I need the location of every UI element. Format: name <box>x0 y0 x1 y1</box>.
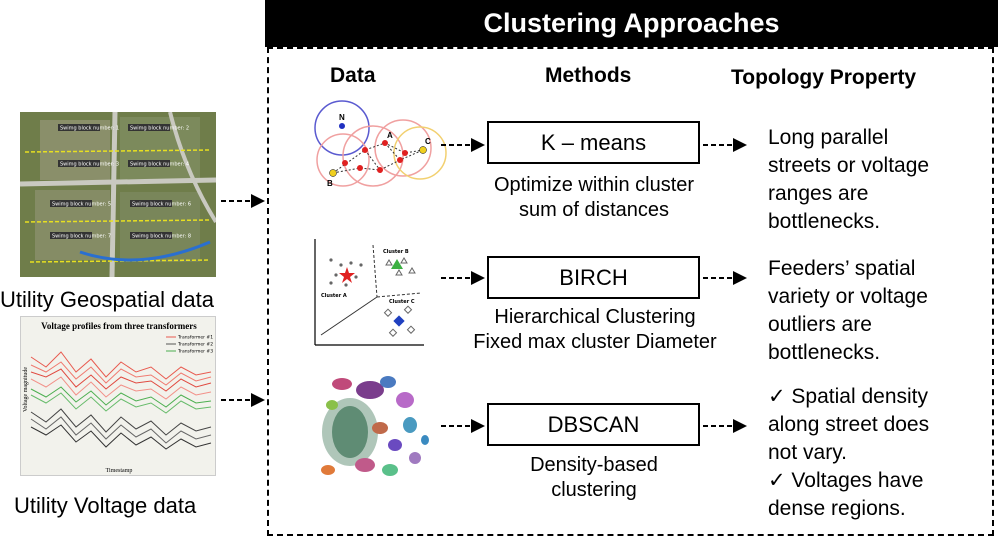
method-box-dbscan: DBSCAN <box>487 403 700 446</box>
method-box-birch: BIRCH <box>487 256 700 299</box>
arrow-data-to-birch <box>441 271 485 285</box>
method-description-dbscan: Density-based clustering <box>494 453 694 503</box>
description-line: Optimize within cluster <box>493 174 695 196</box>
voltage-chart-ylabel: Voltage magnitude <box>23 367 29 412</box>
map-label: Swimg block number: 3 <box>60 162 119 168</box>
satellite-map-thumbnail-icon: Swimg block number: 1 Swimg block number… <box>20 112 216 277</box>
voltage-chart-xlabel: Timestamp <box>106 468 133 474</box>
topology-line: ranges are <box>768 182 869 205</box>
geospatial-map-image: Swimg block number: 1 Swimg block number… <box>20 112 216 277</box>
arrow-geospatial-to-frame <box>221 194 265 208</box>
topology-line: bottlenecks. <box>768 341 881 364</box>
voltage-chart-title: Voltage profiles from three transformers <box>41 321 197 331</box>
map-label: Swimg block number: 7 <box>52 234 111 240</box>
topology-line: ✓ Spatial density <box>768 385 929 408</box>
map-label: Swimg block number: 5 <box>52 202 111 208</box>
panel-frame <box>267 47 994 536</box>
description-line: clustering <box>551 479 637 501</box>
topology-line: outliers are <box>768 313 872 336</box>
arrow-birch-to-topology <box>703 271 747 285</box>
birch-label-c: Cluster C <box>389 299 415 305</box>
map-label: Swimg block number: 2 <box>130 126 189 132</box>
topology-line: ✓ Voltages have <box>768 469 924 492</box>
map-label: Swimg block number: 6 <box>132 202 191 208</box>
voltage-data-label: Utility Voltage data <box>14 493 197 518</box>
legend-entry: Transformer #3 <box>177 349 213 355</box>
column-heading-methods: Methods <box>545 64 632 87</box>
description-line: Hierarchical Clustering <box>494 306 696 328</box>
arrow-data-to-kmeans <box>441 138 485 152</box>
kmeans-label-a: A <box>387 131 393 140</box>
topology-line: along street does <box>768 413 930 436</box>
topology-line: Long parallel <box>768 126 889 149</box>
birch-label-a: Cluster A <box>321 293 347 299</box>
arrow-data-to-dbscan <box>441 419 485 433</box>
arrow-voltage-to-frame <box>221 393 265 407</box>
topology-line: bottlenecks. <box>768 210 881 233</box>
topology-property-dbscan: ✓ Spatial density along street does not … <box>768 383 929 523</box>
description-line: sum of distances <box>518 199 670 221</box>
topology-property-kmeans: Long parallel streets or voltage ranges … <box>768 124 929 236</box>
kmeans-label-n: N <box>339 113 345 122</box>
topology-property-birch: Feeders’ spatial variety or voltage outl… <box>768 255 928 367</box>
map-label: Swimg block number: 1 <box>60 126 119 132</box>
birch-label-b: Cluster B <box>383 249 409 255</box>
topology-line: streets or voltage <box>768 154 930 177</box>
topology-line: dense regions. <box>768 497 906 520</box>
kmeans-label-b: B <box>327 179 333 188</box>
method-description-birch: Hierarchical Clustering Fixed max cluste… <box>445 305 745 355</box>
arrow-dbscan-to-topology <box>703 419 747 433</box>
description-line: Fixed max cluster Diameter <box>473 331 717 353</box>
legend-entry: Transformer #1 <box>177 335 213 341</box>
kmeans-label-c: C <box>425 137 431 146</box>
column-heading-topology: Topology Property <box>731 66 917 89</box>
map-label: Swimg block number: 8 <box>132 234 191 240</box>
birch-illustration-icon: Cluster B Cluster A Cluster C <box>314 239 424 346</box>
kmeans-illustration-icon: N A B C <box>314 100 447 188</box>
description-line: Density-based <box>530 454 658 476</box>
map-label: Swimg block number: 4 <box>130 162 189 168</box>
dbscan-illustration-icon <box>321 376 429 476</box>
topology-line: Feeders’ spatial <box>768 257 916 280</box>
voltage-chart-image: Voltage profiles from three transformers… <box>20 316 216 476</box>
method-box-kmeans: K – means <box>487 121 700 164</box>
topology-line: variety or voltage <box>768 285 928 308</box>
geospatial-data-label: Utility Geospatial data <box>0 287 214 312</box>
column-heading-data: Data <box>330 64 376 87</box>
topology-line: not vary. <box>768 441 847 464</box>
panel-title: Clustering Approaches <box>265 0 998 47</box>
method-description-kmeans: Optimize within cluster sum of distances <box>460 173 728 223</box>
arrow-kmeans-to-topology <box>703 138 747 152</box>
legend-entry: Transformer #2 <box>177 342 213 348</box>
voltage-profile-chart-thumbnail-icon: Voltage profiles from three transformers… <box>23 321 213 474</box>
